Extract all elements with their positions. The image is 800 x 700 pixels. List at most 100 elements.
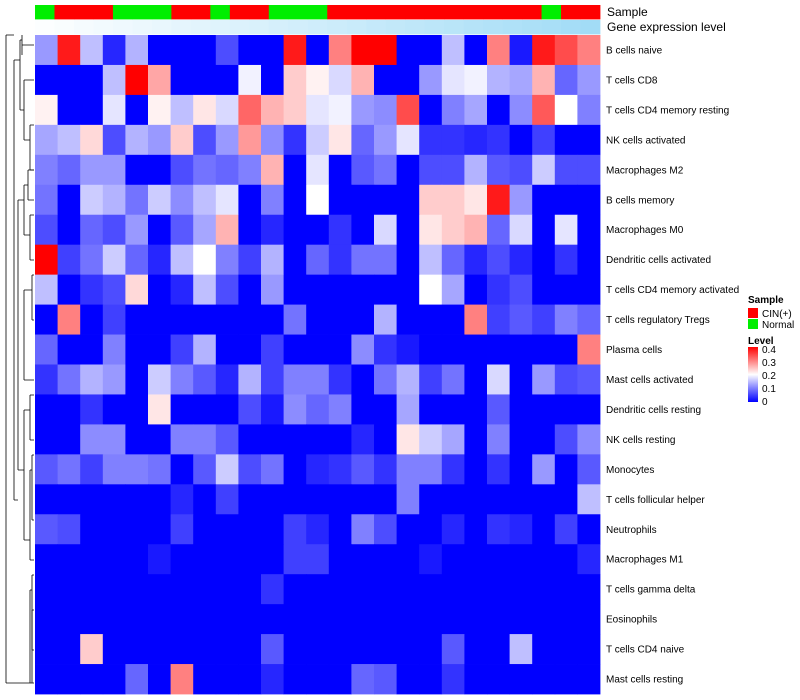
heatmap-cell — [283, 124, 307, 156]
heatmap-cell — [487, 604, 510, 635]
heatmap-cell — [419, 304, 443, 335]
heatmap-cell — [170, 544, 194, 575]
heatmap-cell — [215, 35, 239, 66]
heatmap-cell — [487, 124, 510, 156]
heatmap-cell — [80, 334, 104, 365]
row-label: Neutrophils — [606, 525, 657, 536]
heatmap-cell — [532, 574, 556, 605]
heatmap-cell — [193, 304, 217, 335]
heatmap-cell — [215, 64, 239, 96]
row-label: B cells naive — [606, 45, 663, 56]
heatmap-cell — [487, 514, 510, 545]
heatmap-cell — [351, 424, 375, 455]
heatmap-cell — [57, 244, 81, 276]
level-tick-0.1: 0.1 — [762, 384, 776, 395]
gene-expression-cell — [385, 20, 406, 35]
heatmap-cell — [283, 514, 307, 545]
heatmap-cell — [261, 124, 284, 156]
heatmap-cell — [509, 544, 533, 575]
heatmap-cell — [396, 454, 420, 485]
heatmap-cell — [396, 484, 420, 515]
gene-expression-cell — [405, 20, 426, 35]
sample-annotation-cell — [35, 5, 55, 20]
sample-annotation-cell — [229, 5, 250, 20]
heatmap-cell — [215, 334, 239, 365]
heatmap-cell — [80, 304, 104, 335]
heatmap-cell — [102, 484, 126, 515]
gene-expression-cell — [171, 20, 192, 35]
legend-swatch-cin — [748, 308, 758, 318]
heatmap-cell — [283, 364, 307, 395]
heatmap-cell — [328, 274, 352, 305]
heatmap-cell — [577, 334, 601, 365]
heatmap-cell — [441, 274, 465, 305]
row-label: Eosinophils — [606, 615, 657, 626]
heatmap-cell — [328, 244, 352, 276]
heatmap-cell — [328, 64, 352, 96]
heatmap-cell — [193, 664, 217, 695]
heatmap-cell — [328, 454, 352, 485]
heatmap-cell — [396, 334, 420, 365]
gene-expression-cell — [502, 20, 523, 35]
heatmap-cell — [396, 424, 420, 455]
heatmap-cell — [351, 274, 375, 305]
heatmap-cell — [419, 244, 443, 276]
heatmap-cell — [328, 334, 352, 365]
heatmap-cell — [170, 574, 194, 605]
heatmap-cell — [351, 604, 375, 635]
row-label: T cells CD4 naive — [606, 645, 685, 656]
heatmap-cell — [125, 35, 149, 66]
heatmap-cell — [532, 244, 556, 276]
heatmap-cell — [215, 424, 239, 455]
heatmap-cell — [193, 544, 217, 575]
heatmap-cell — [261, 94, 284, 126]
heatmap-cell — [102, 64, 126, 96]
heatmap-cell — [283, 94, 307, 126]
heatmap-cell — [328, 184, 352, 216]
heatmap-cell — [57, 94, 81, 126]
heatmap-cell — [170, 35, 194, 66]
heatmap-cell — [125, 124, 149, 156]
heatmap-cell — [125, 364, 149, 395]
heatmap-cell — [261, 394, 284, 425]
level-tick-0: 0 — [762, 397, 768, 408]
heatmap-cell — [396, 184, 420, 216]
heatmap-cell — [283, 484, 307, 515]
heatmap-cell — [261, 484, 284, 515]
sample-annotation-cell — [483, 5, 503, 20]
heatmap-cell — [35, 574, 58, 605]
heatmap-cell — [509, 154, 533, 186]
heatmap-cell — [125, 214, 149, 246]
heatmap-cell — [80, 154, 104, 186]
heatmap-cell — [532, 304, 556, 335]
heatmap-cell — [532, 424, 556, 455]
gene-expression-cell — [288, 20, 309, 35]
heatmap-cell — [261, 454, 284, 485]
heatmap-cell — [102, 424, 126, 455]
heatmap-cell — [170, 124, 194, 156]
gene-expression-cell — [210, 20, 231, 35]
heatmap-cell — [193, 364, 217, 395]
heatmap-cell — [419, 634, 443, 665]
heatmap-cell — [148, 484, 171, 515]
heatmap-cell — [193, 424, 217, 455]
heatmap-cell — [261, 544, 284, 575]
heatmap-cell — [396, 154, 420, 186]
heatmap-cell — [419, 544, 443, 575]
sample-annotation-cell — [405, 5, 426, 20]
heatmap-cell — [396, 274, 420, 305]
heatmap-cell — [102, 214, 126, 246]
heatmap-cell — [306, 634, 330, 665]
heatmap-cell — [125, 334, 149, 365]
heatmap-cell — [238, 514, 262, 545]
heatmap-cell — [261, 514, 284, 545]
heatmap-cell — [80, 214, 104, 246]
sample-annotation-cell — [268, 5, 289, 20]
heatmap-cell — [351, 214, 375, 246]
heatmap-cell — [35, 664, 58, 695]
heatmap-cell — [238, 664, 262, 695]
heatmap-cell — [215, 304, 239, 335]
heatmap-cell — [487, 664, 510, 695]
heatmap-cell — [238, 214, 262, 246]
sample-annotation-cell — [424, 5, 445, 20]
